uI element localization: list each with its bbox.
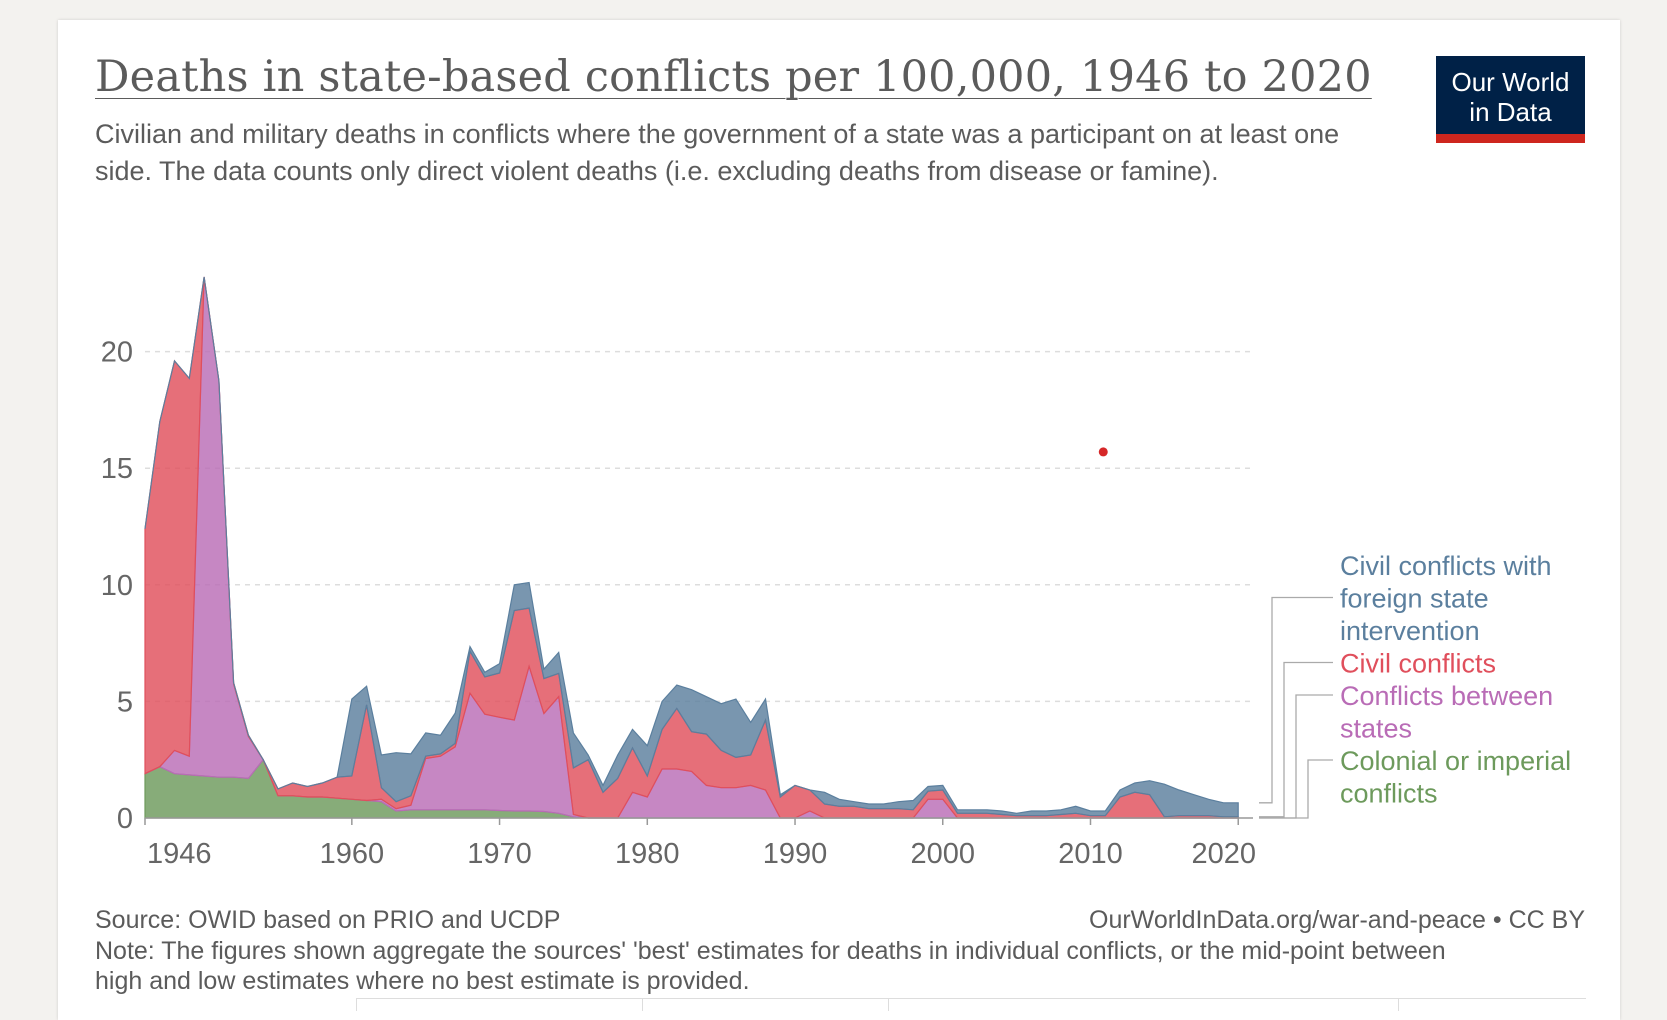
y-tick-label: 10 — [101, 570, 133, 602]
x-tick-label: 1990 — [763, 838, 828, 870]
legend-connector — [1259, 694, 1333, 819]
logo-line-2: in Data — [1469, 96, 1552, 127]
x-tick-label: 1946 — [147, 838, 212, 870]
legend-label: states — [1340, 714, 1412, 744]
tab-divider — [642, 999, 643, 1011]
source-text: Source: OWID based on PRIO and UCDP — [95, 906, 561, 934]
legend-connector — [1259, 759, 1333, 819]
y-tick-label: 0 — [117, 803, 133, 835]
y-tick-label: 20 — [101, 337, 133, 369]
x-tick-label: 2000 — [911, 838, 976, 870]
x-tick-label: 2010 — [1058, 838, 1123, 870]
chart-card — [58, 20, 1620, 1020]
area-civil[interactable] — [144, 276, 1239, 819]
y-axis: 0 5 10 15 20 — [101, 337, 133, 835]
chart-subtitle: Civilian and military deaths in conflict… — [95, 119, 1340, 186]
legend-label: conflicts — [1340, 779, 1438, 809]
x-axis: 1946 1960 1970 1980 1990 2000 2010 2020 — [144, 817, 1256, 870]
logo-line-1: Our World — [1451, 66, 1570, 97]
legend-item-civil[interactable]: Civil conflicts — [1259, 649, 1496, 818]
tab-divider — [888, 999, 889, 1011]
x-tick-label: 1970 — [467, 838, 532, 870]
owid-logo[interactable]: Our World in Data — [1436, 56, 1585, 143]
y-tick-label: 15 — [101, 453, 133, 485]
legend-label: Civil conflicts — [1340, 649, 1496, 679]
area-civil_foreign[interactable] — [144, 276, 1239, 818]
x-tick-label: 1960 — [320, 838, 385, 870]
area-layer — [144, 276, 1239, 819]
logo-accent-bar — [1436, 134, 1585, 143]
y-tick-label: 5 — [117, 686, 133, 718]
tab-divider — [356, 999, 357, 1011]
marker-dot — [1098, 447, 1108, 457]
note-text: Note: The figures shown aggregate the so… — [95, 937, 1446, 995]
legend-connector — [1259, 596, 1333, 804]
legend-label: Conflicts between — [1340, 681, 1553, 711]
legend-label: foreign state — [1340, 584, 1489, 614]
chart-title[interactable]: Deaths in state-based conflicts per 100,… — [95, 52, 1372, 102]
tab-bar-edge — [356, 998, 1586, 1011]
x-tick-label: 2020 — [1191, 838, 1256, 870]
x-tick-label: 1980 — [615, 838, 680, 870]
marker-layer — [1098, 447, 1108, 457]
legend-label: intervention — [1340, 616, 1480, 646]
grid-layer — [145, 350, 1253, 703]
tab-divider — [1398, 999, 1399, 1011]
license-link[interactable]: OurWorldInData.org/war-and-peace • CC BY — [1089, 906, 1585, 934]
legend-label: Colonial or imperial — [1340, 746, 1571, 776]
legend-connector — [1259, 661, 1333, 818]
legend-label: Civil conflicts with — [1340, 551, 1552, 581]
